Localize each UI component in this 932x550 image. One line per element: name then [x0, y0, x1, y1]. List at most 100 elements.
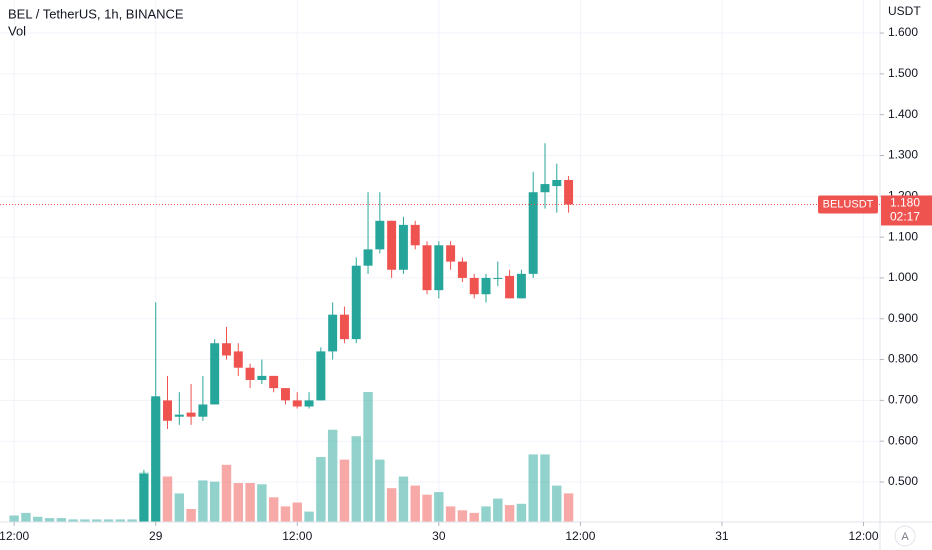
volume-bar — [92, 519, 102, 522]
volume-bar — [21, 512, 31, 522]
candle-body — [151, 396, 161, 522]
price-tag-label: 1.180 — [890, 196, 920, 210]
x-tick-label: 31 — [715, 529, 729, 543]
candle-body — [375, 220, 385, 250]
volume-bar — [304, 511, 314, 522]
candle-body — [163, 400, 172, 421]
candle-body — [363, 249, 373, 266]
candle-body — [280, 388, 290, 401]
auto-scale-button[interactable] — [894, 525, 916, 547]
volume-bar — [257, 484, 267, 522]
symbol-tag — [818, 195, 878, 214]
y-tick-label: 1.000 — [888, 270, 918, 284]
volume-bar — [268, 497, 279, 522]
auto-scale-label[interactable]: A — [901, 531, 909, 543]
volume-bar — [186, 509, 196, 522]
y-tick-label: 1.300 — [888, 148, 918, 162]
volume-bar — [292, 502, 302, 522]
candle-body — [540, 184, 550, 193]
chart-title: BEL / TetherUS, 1h, BINANCE — [8, 6, 184, 21]
volume-bar — [363, 392, 373, 522]
candle-body — [422, 245, 432, 291]
volume-bar — [528, 454, 538, 522]
volume-bar — [80, 519, 90, 522]
candle-body — [186, 412, 196, 417]
x-tick-label: 29 — [149, 529, 163, 543]
candle-body — [174, 414, 184, 417]
volume-bar — [493, 498, 503, 522]
candle-body — [398, 224, 408, 270]
volume-bar — [422, 494, 432, 522]
y-tick-label: 0.800 — [888, 352, 918, 366]
volume-bar — [209, 481, 220, 522]
x-tick-label: 30 — [432, 529, 446, 543]
volume-bar — [398, 476, 409, 522]
candle-body — [304, 400, 314, 407]
candle-body — [410, 224, 420, 246]
volume-bar — [516, 503, 527, 522]
volume-bar — [563, 493, 574, 522]
volume-bar — [221, 464, 232, 522]
x-tick-label: 12:00 — [0, 529, 29, 543]
candle-body — [222, 343, 231, 356]
x-tick-label: 12:00 — [565, 529, 595, 543]
axes: 0.5000.6000.7000.8000.9001.0001.1001.200… — [0, 25, 918, 543]
volume-bar — [68, 519, 78, 522]
y-tick-label: 1.600 — [888, 25, 918, 39]
volume-bar — [33, 516, 43, 522]
volume-bar — [233, 483, 244, 522]
x-tick-label: 12:00 — [848, 529, 878, 543]
volume-bar — [127, 519, 137, 522]
candle-body — [269, 375, 279, 389]
volume-bar — [115, 519, 126, 522]
candle-body — [446, 245, 456, 262]
candle-body — [257, 375, 267, 380]
candle-body — [316, 351, 326, 401]
volume-bar — [316, 457, 326, 522]
volume-bar — [481, 506, 491, 522]
volume-bar — [162, 476, 173, 522]
candle-body — [210, 343, 220, 405]
x-tick-label: 12:00 — [282, 529, 312, 543]
y-tick-label: 1.500 — [888, 66, 918, 80]
countdown-label: 02:17 — [890, 210, 920, 224]
volume-bar — [44, 518, 55, 522]
candle-body — [493, 277, 503, 279]
volume-bar — [245, 483, 255, 522]
volume-bar — [327, 429, 338, 522]
volume-bar — [174, 493, 185, 522]
y-tick-label: 0.700 — [888, 393, 918, 407]
candle-body — [505, 275, 515, 299]
axis-unit: USDT — [888, 4, 921, 18]
volume-bar — [445, 506, 456, 522]
candle-body — [292, 400, 302, 407]
volume-bar — [198, 480, 208, 522]
volume-bar — [9, 515, 19, 522]
candle-body — [516, 273, 526, 299]
candle-body — [328, 314, 338, 352]
grid — [0, 0, 880, 522]
volume-bar — [469, 512, 479, 522]
volume-bar — [103, 519, 114, 522]
candle-body — [434, 245, 444, 291]
volume-bar — [540, 454, 550, 522]
volume-bar — [351, 436, 361, 522]
candle-body — [457, 261, 467, 278]
candle-body — [481, 277, 491, 295]
candle-body — [233, 351, 243, 368]
volume-bar — [552, 485, 562, 522]
price-tag — [881, 195, 932, 226]
volume-bar — [410, 485, 420, 522]
volume-bar — [375, 459, 385, 522]
volume-bar — [434, 492, 444, 522]
volume-bar — [56, 518, 67, 522]
symbol-tag-label: BELUSDT — [823, 198, 874, 210]
candle-body — [564, 179, 574, 205]
candle-body — [351, 265, 361, 340]
candle-body — [198, 404, 208, 417]
candle-body — [552, 179, 562, 187]
volume-bar — [386, 488, 397, 522]
y-tick-label: 0.900 — [888, 311, 918, 325]
volume-bar — [457, 510, 468, 522]
